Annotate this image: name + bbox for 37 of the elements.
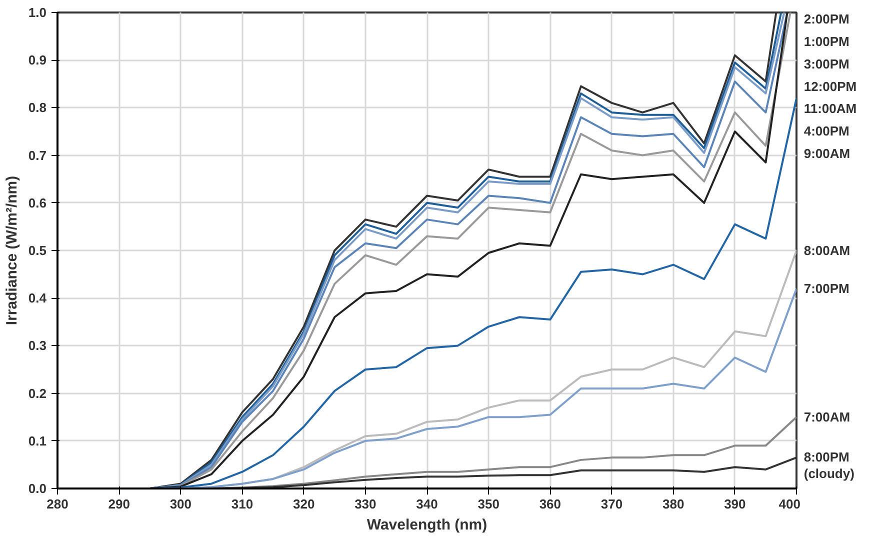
series-label: 8:00AM — [804, 243, 850, 258]
series-label: 7:00AM — [804, 410, 850, 425]
series-label: 9:00AM — [804, 146, 850, 161]
y-tick-label: 0.4 — [28, 290, 48, 306]
x-tick-label: 320 — [292, 496, 315, 512]
x-tick-label: 390 — [724, 496, 746, 512]
x-tick-label: 340 — [416, 496, 438, 512]
text: 3:00PM — [804, 56, 850, 72]
y-tick-label: 0.8 — [28, 100, 47, 116]
y-tick-label: 0.7 — [28, 148, 47, 163]
text: 11:00AM — [804, 101, 857, 116]
text: 4:00PM — [804, 124, 850, 139]
x-tick-label: 290 — [108, 496, 130, 512]
x-tick-label: 280 — [46, 496, 68, 512]
series-label: 7:00PM — [804, 281, 850, 296]
x-tick-label: 350 — [478, 496, 500, 512]
x-tick-label: 310 — [231, 496, 254, 512]
x-tick-label: 370 — [600, 496, 623, 512]
x-tick-label: 380 — [662, 496, 684, 512]
text: 1:00PM — [804, 34, 850, 50]
series-label: 8:00PM (cloudy) — [804, 450, 854, 482]
y-tick-label: 0.1 — [28, 433, 47, 448]
x-axis-title: Wavelength (nm) — [366, 516, 488, 534]
x-tick-label: 330 — [354, 496, 376, 512]
y-tick-label: 0.5 — [28, 243, 47, 258]
y-tick-label: 0.6 — [28, 195, 47, 210]
y-tick-label: 0.0 — [28, 481, 47, 496]
y-tick-label: 0.2 — [28, 386, 47, 401]
y-tick-label: 0.9 — [28, 52, 47, 68]
y-tick-label: 1.0 — [28, 5, 47, 20]
x-tick-label: 300 — [170, 496, 192, 512]
text: 2:00PM — [804, 12, 850, 27]
x-tick-label: 400 — [778, 496, 801, 512]
y-tick-label: 0.3 — [28, 338, 47, 354]
x-tick-label: 360 — [539, 496, 562, 512]
y-axis-title: Irradiance (W/m²/nm) — [3, 176, 20, 326]
text: 12:00PM — [804, 78, 857, 94]
